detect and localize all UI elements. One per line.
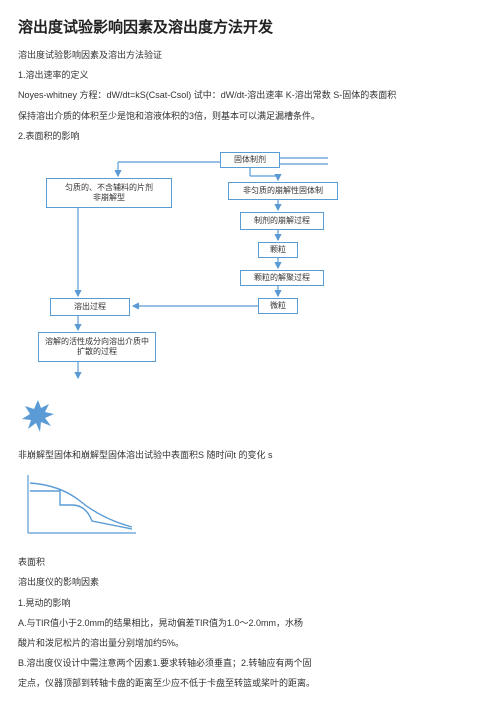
line-b1: B.溶出度仪设计中需注意两个因素1.要求转轴必须垂直；2.转轴应有两个固: [18, 655, 486, 671]
flow-node-deaggregation: 颗粒的解聚过程: [240, 270, 324, 286]
page-title: 溶出度试验影响因素及溶出度方法开发: [18, 16, 486, 37]
flow-node-heterogeneous: 非匀质的崩解性固体制: [228, 182, 338, 200]
flow-node-left-l1: 匀质的、不含辅料的片剂: [65, 183, 153, 193]
starburst-icon: [20, 398, 56, 434]
line-a1: A.与TIR值小于2.0mm的结果相比，晃动偏差TIR值为1.0～2.0mm，水…: [18, 615, 486, 631]
flow-node-left-box: 匀质的、不含辅料的片剂 非崩解型: [46, 178, 172, 208]
axis-label-surface: 表面积: [18, 554, 486, 570]
line-b2: 定点，仪器顶部到转轴卡盘的距离至少应不低于卡盘至转篮或桨叶的距离。: [18, 675, 486, 691]
sec2-heading: 2.表面积的影响: [18, 128, 486, 144]
flow-node-solid-prep: 固体制剂: [220, 152, 280, 168]
line-a2: 酸片和泼尼松片的溶出量分别增加约5%。: [18, 635, 486, 651]
subtitle: 溶出度试验影响因素及溶出方法验证: [18, 47, 486, 63]
sec-apparatus-heading: 溶出度仪的影响因素: [18, 574, 486, 590]
flow-node-microparticle: 微粒: [258, 298, 298, 314]
flow-node-left-l2: 非崩解型: [93, 193, 125, 203]
surface-time-chart: [20, 471, 140, 541]
flow-node-granule: 颗粒: [258, 242, 298, 258]
flow-node-diffusion: 溶解的活性成分向溶出介质中扩散的过程: [38, 332, 156, 362]
flow-node-dissolution: 溶出过程: [50, 298, 130, 316]
condition-line: 保持溶出介质的体积至少是饱和溶液体积的3倍，则基本可以满足漏槽条件。: [18, 108, 486, 124]
equation-line: Noyes-whitney 方程：dW/dt=kS(Csat-Csol) 试中：…: [18, 87, 486, 103]
caption-surface-time: 非崩解型固体和崩解型固体溶出试验中表面积S 随时间t 的变化 s: [18, 447, 486, 463]
flowchart: 固体制剂 匀质的、不含辅料的片剂 非崩解型 /* override: hide …: [18, 148, 478, 388]
sec1-heading: 1.溶出速率的定义: [18, 67, 486, 83]
sec-wobble-heading: 1.晃动的影响: [18, 595, 486, 611]
flow-node-disintegration: 制剂的崩解过程: [240, 212, 324, 230]
